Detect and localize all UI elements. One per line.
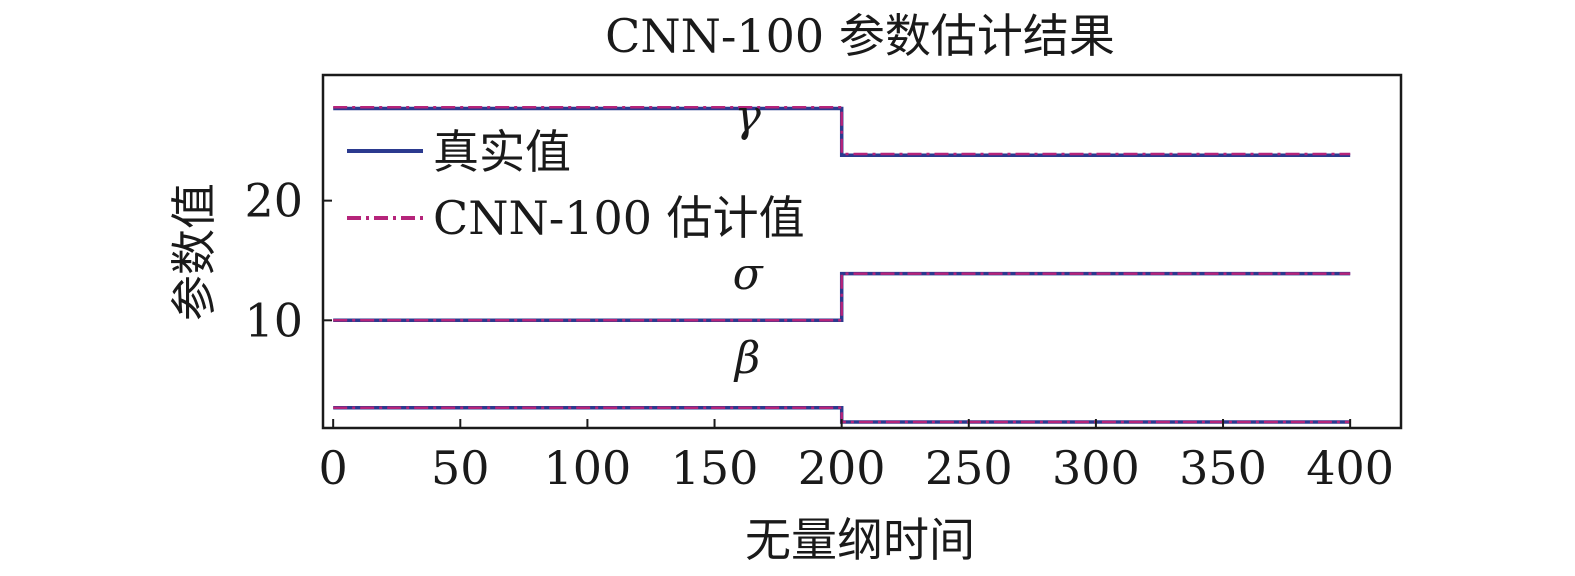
series-line-γ [333,106,1351,156]
y-tick-label: 10 [244,293,303,347]
y-axis-label: 参数值 [167,183,221,321]
parameter-annotation: β [733,333,760,384]
x-tick-label: 300 [1052,441,1140,495]
x-tick-label: 350 [1179,441,1267,495]
y-axis: 10 20 [244,174,332,347]
y-tick-label: 20 [244,174,303,228]
annotations: γ σβ [733,91,765,384]
series-line-σ [333,272,1351,322]
x-tick-label: 50 [431,441,490,495]
plot-frame [321,73,1403,430]
x-tick-label: 150 [671,441,759,495]
chart-title: CNN-100 参数估计结果 [605,9,1115,63]
legend: 真实值 CNN-100 估计值 [347,125,805,245]
x-tick-label: 0 [319,441,348,495]
legend-label-cnn-estimate: CNN-100 估计值 [433,191,805,245]
parameter-annotation: σ [733,249,765,300]
x-tick-label: 400 [1306,441,1394,495]
x-tick-label: 200 [798,441,886,495]
legend-label-true-value: 真实值 [433,125,571,179]
x-tick-label: 100 [544,441,632,495]
x-axis-label: 无量纲时间 [745,513,975,567]
parameter-annotation: γ [734,91,761,142]
x-axis: 0 50 100 150 200 250 300 350 400 [319,419,1394,495]
x-tick-label: 250 [925,441,1013,495]
